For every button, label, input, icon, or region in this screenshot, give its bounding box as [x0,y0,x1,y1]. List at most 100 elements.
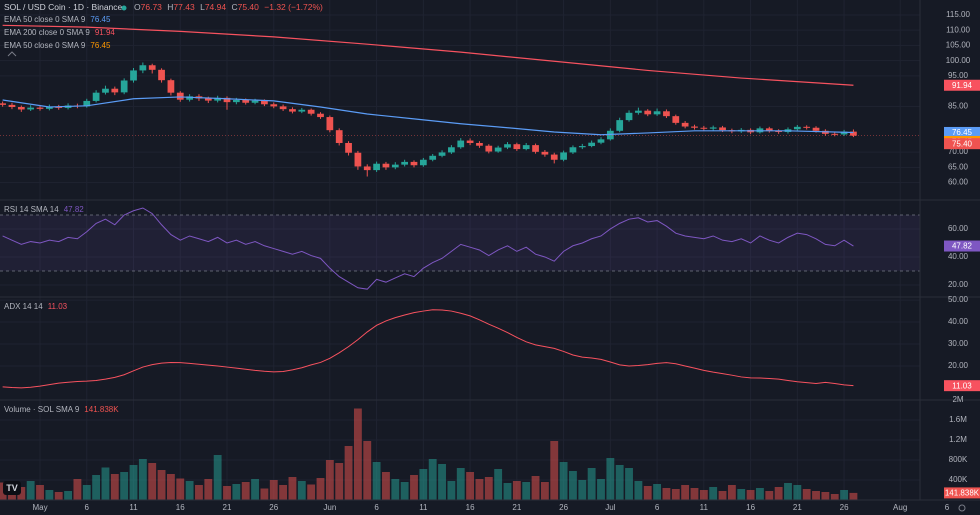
x-tick-label: 16 [746,503,755,512]
candle-body [204,98,212,101]
x-tick-label: 21 [223,503,232,512]
volume-bar [737,489,746,500]
candle-body [401,161,409,165]
ema-line [2,24,854,86]
volume-bar [82,485,91,500]
ohlc-letter: C [231,2,237,12]
legend-row: RSI 14 SMA 14 47.82 [4,205,84,214]
x-tick-label: Jul [605,503,615,512]
volume-bar [92,475,101,500]
volume-tag: 141.838K [945,489,980,498]
volume-bar [73,479,82,500]
volume-bar [176,478,185,500]
volume-bar [475,479,484,500]
volume-bar [204,479,213,500]
volume-bar [26,481,35,500]
volume-bar [587,468,596,500]
volume-bar [765,491,774,500]
x-tick-label: 11 [129,503,138,512]
volume-bar [569,471,577,500]
y-tick-label: 40.00 [948,317,969,326]
candle-body [578,146,586,148]
candle-body [793,126,801,130]
candle-body [513,144,521,150]
candle-body [167,80,175,93]
volume-bar [64,491,72,500]
y-tick-label: 20.00 [948,280,969,289]
candle-body [831,133,839,135]
candle-body [438,152,446,156]
change: −1.32 (−1.72%) [264,2,323,12]
legend-value: 47.82 [64,205,85,214]
volume-bar [849,492,858,500]
volume-bar [382,472,390,500]
volume-bar [232,484,241,500]
volume-bar [550,441,559,500]
volume-bar [335,463,344,500]
volume-bar [372,462,381,500]
candle-body [625,112,633,121]
candle-body [223,97,231,103]
volume-bar [36,485,44,500]
volume-bar [110,474,119,500]
price-tag: 91.94 [952,81,973,90]
x-tick-label: 16 [176,503,185,512]
volume-bar [391,479,400,500]
candle-body [242,100,250,103]
volume-bar [643,486,652,500]
candle-body [532,145,539,152]
candle-body [709,127,717,129]
volume-bar [756,488,764,500]
y-tick-label: 2M [952,395,963,404]
y-tick-label: 65.00 [948,162,969,171]
volume-bar [148,463,157,500]
candle-body [681,122,689,127]
ohlc: O76.73 H77.43 L74.94 C75.40 −1.32 (−1.72… [134,2,323,12]
y-tick-label: 110.00 [946,25,970,34]
y-tick-label: 40.00 [948,252,969,261]
legend-name: Volume · SOL SMA 9 [4,405,80,414]
legend-row: EMA 50 close 0 SMA 9 76.45 [4,15,111,24]
volume-bar [213,455,222,500]
legend-value: 11.03 [48,302,68,311]
legend-row: ADX 14 14 11.03 [4,302,68,311]
ema-line [2,96,854,136]
tv-logo: TV [3,481,21,495]
settings-icon[interactable] [958,504,966,512]
candle-body [719,127,726,131]
candle-body [606,130,614,140]
y-tick-label: 105.00 [946,41,971,50]
legend-name: ADX 14 14 [4,302,43,311]
legend-name: RSI 14 SMA 14 [4,205,59,214]
volume-bar [840,490,849,500]
logo-bg [3,481,21,495]
volume-bar [512,481,521,500]
candle-body [111,88,119,93]
legend-row: EMA 50 close 0 SMA 9 76.45 [4,41,111,50]
indicator-tag-bg [944,380,980,392]
price-tag: 76.45 [952,128,973,137]
candle-body [8,104,16,108]
volume-bar [774,487,783,500]
volume-bar [625,468,633,500]
candle-body [448,147,455,153]
candle-body [672,116,680,123]
candle-body [803,126,811,128]
collapse-icon[interactable] [7,51,17,57]
market-status [121,5,127,11]
candle-body [139,65,147,71]
candle-body [46,106,53,109]
candle-body [373,163,380,171]
candle-body [391,164,399,168]
ohlc-value: 75.40 [238,2,260,12]
candle-body [775,130,782,133]
x-tick-label: 26 [840,503,849,512]
x-tick-label: Aug [893,503,907,512]
candle-body [635,110,642,113]
candle-body [120,80,128,93]
x-tick-label: 11 [419,503,428,512]
volume-bar [662,488,671,500]
x-tick-label: 6 [655,503,660,512]
